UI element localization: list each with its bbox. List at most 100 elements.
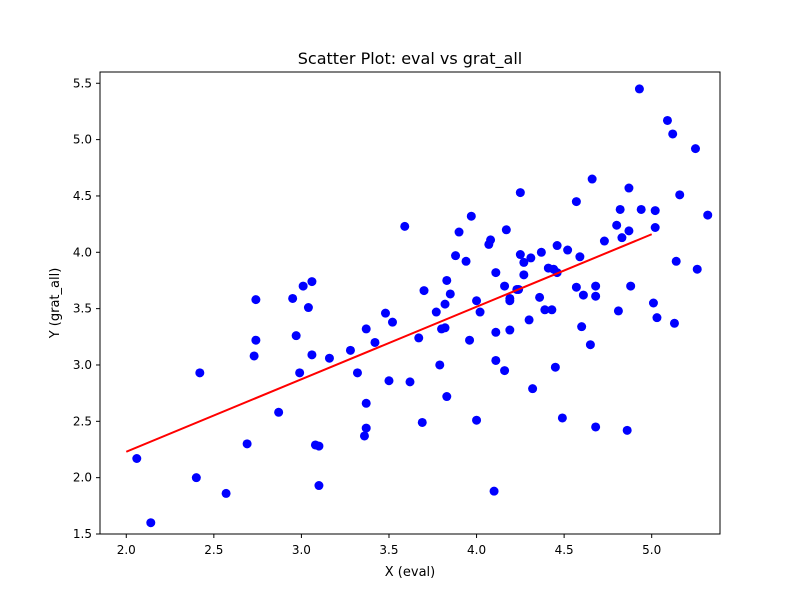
data-point [419, 286, 429, 296]
data-point [519, 257, 529, 267]
data-point [662, 115, 672, 125]
data-point [298, 281, 308, 291]
data-point [384, 376, 394, 386]
data-point [361, 324, 371, 334]
data-point [191, 473, 201, 483]
data-point [591, 422, 601, 432]
data-point [472, 296, 482, 306]
data-point [690, 144, 700, 154]
data-point [501, 225, 511, 235]
data-point [435, 360, 445, 370]
data-point [526, 253, 536, 263]
data-point [648, 298, 658, 308]
data-point [491, 327, 501, 337]
chart-title: Scatter Plot: eval vs grat_all [298, 49, 523, 69]
data-point [242, 439, 252, 449]
data-point [636, 204, 646, 214]
data-point [400, 221, 410, 231]
x-tick-label: 4.5 [555, 543, 574, 557]
data-point [528, 384, 538, 394]
data-point [578, 290, 588, 300]
data-point [519, 270, 529, 280]
data-point [445, 289, 455, 299]
data-point [303, 303, 313, 313]
y-tick-label: 3.5 [73, 302, 92, 316]
data-point [431, 307, 441, 317]
data-point [491, 268, 501, 278]
data-point [515, 188, 525, 198]
data-point [612, 220, 622, 230]
data-point [571, 197, 581, 207]
x-tick-label: 3.0 [292, 543, 311, 557]
data-point [624, 183, 634, 193]
data-point [613, 306, 623, 316]
y-tick-label: 4.0 [73, 245, 92, 259]
data-point [652, 313, 662, 323]
data-point [585, 340, 595, 350]
data-point [345, 345, 355, 355]
data-point [671, 256, 681, 266]
y-tick-label: 4.5 [73, 189, 92, 203]
data-point [599, 236, 609, 246]
data-point [515, 250, 525, 260]
regression-line [125, 233, 653, 453]
data-point [489, 486, 499, 496]
y-axis-ticks: 1.5 2.0 2.5 3.0 3.5 4.0 4.5 5.0 5.5 [73, 76, 100, 541]
data-point [288, 293, 298, 303]
data-point [617, 233, 627, 243]
y-tick-label: 5.0 [73, 133, 92, 147]
data-point [634, 84, 644, 94]
data-point [146, 518, 156, 528]
data-point [524, 315, 534, 325]
data-point [668, 129, 678, 139]
data-point [622, 425, 632, 435]
data-point [451, 251, 461, 261]
data-point [195, 368, 205, 378]
data-point [387, 317, 397, 327]
data-point [314, 481, 324, 491]
data-point [249, 351, 259, 361]
data-point [505, 293, 515, 303]
y-tick-label: 2.0 [73, 471, 92, 485]
data-point [132, 454, 142, 463]
data-point [380, 308, 390, 318]
data-point [440, 299, 450, 309]
data-point [440, 323, 450, 333]
data-point [466, 211, 476, 221]
data-point [540, 305, 550, 315]
data-point [650, 223, 660, 232]
x-tick-label: 2.0 [117, 543, 136, 557]
data-point [626, 281, 636, 291]
data-point [615, 204, 625, 214]
data-point [295, 368, 305, 378]
data-point [472, 415, 482, 425]
y-tick-label: 5.5 [73, 76, 92, 90]
data-point [442, 275, 452, 285]
data-point [324, 353, 334, 363]
data-point [550, 362, 560, 372]
data-point [703, 210, 713, 220]
data-point [221, 488, 231, 498]
data-point [352, 368, 362, 378]
data-point [505, 325, 515, 335]
y-tick-label: 3.0 [73, 358, 92, 372]
points-layer [132, 84, 713, 528]
data-point [361, 398, 371, 408]
data-point [414, 333, 424, 343]
data-point [500, 366, 510, 376]
y-axis-label: Y (grat_all) [48, 268, 63, 340]
x-tick-label: 5.0 [642, 543, 661, 557]
data-point [405, 377, 415, 387]
x-tick-label: 3.5 [379, 543, 398, 557]
data-point [650, 206, 660, 216]
data-point [251, 335, 261, 345]
x-tick-label: 2.5 [204, 543, 223, 557]
data-point [274, 407, 284, 417]
data-point [307, 350, 317, 360]
data-point [591, 291, 601, 301]
data-point [536, 247, 546, 257]
data-point [361, 423, 371, 433]
x-axis-label: X (eval) [385, 565, 435, 580]
